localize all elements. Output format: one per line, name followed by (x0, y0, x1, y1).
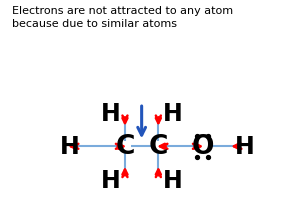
Text: H: H (101, 101, 121, 125)
Text: C: C (115, 134, 135, 160)
Text: Electrons are not attracted to any atom
because due to similar atoms: Electrons are not attracted to any atom … (12, 6, 233, 28)
Text: H: H (235, 135, 254, 159)
Text: H: H (101, 168, 121, 192)
Text: H: H (162, 101, 182, 125)
Text: O: O (192, 134, 214, 160)
Text: H: H (162, 168, 182, 192)
Text: H: H (59, 135, 79, 159)
Text: C: C (149, 134, 168, 160)
